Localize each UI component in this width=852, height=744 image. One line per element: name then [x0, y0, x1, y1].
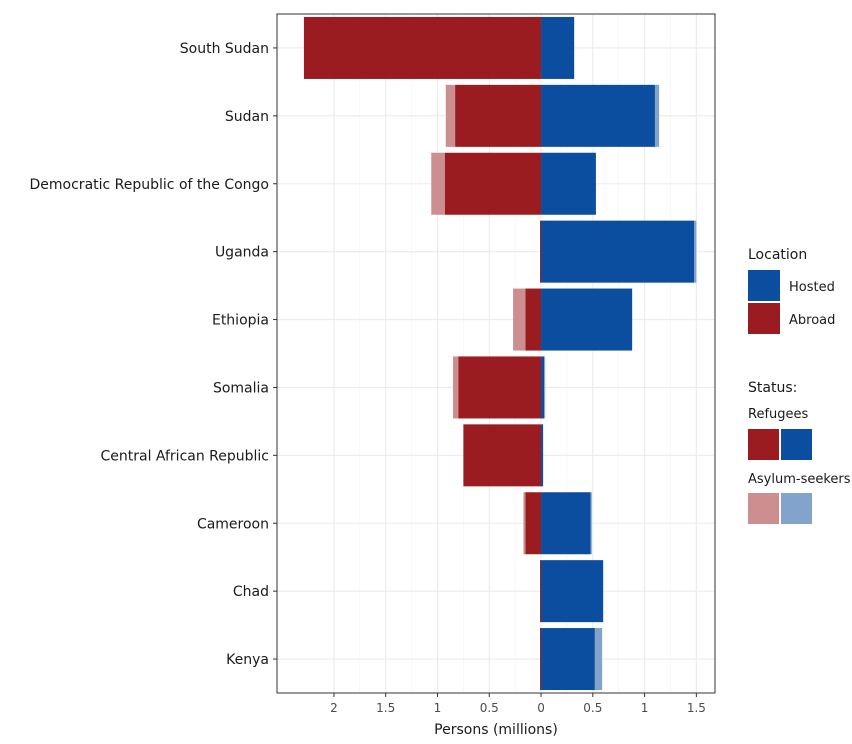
- y-tick-label: Uganda: [215, 245, 269, 261]
- y-tick-label: Somalia: [213, 380, 269, 396]
- x-tick-label: 1: [434, 701, 442, 715]
- bar-hosted-asylum-seekers: [594, 628, 603, 691]
- bar-abroad-refugees: [444, 152, 542, 215]
- bar-hosted-refugees: [541, 492, 591, 555]
- x-tick-label: 0.5: [480, 701, 499, 715]
- y-tick-label: Sudan: [225, 109, 269, 125]
- x-tick-label: 0.5: [583, 701, 602, 715]
- bar-abroad-asylum-seekers: [513, 288, 526, 351]
- bar-abroad-asylum-seekers: [445, 84, 456, 147]
- bar-hosted-refugees: [541, 84, 655, 147]
- legend-key-asylum-abroad: [748, 493, 779, 524]
- bar-hosted-refugees: [541, 16, 575, 79]
- bars: [303, 16, 697, 691]
- x-axis-title: Persons (millions): [434, 722, 558, 738]
- legend-key-hosted: [748, 270, 780, 301]
- bar-hosted-asylum-seekers: [590, 492, 592, 555]
- bar-hosted-refugees: [541, 356, 545, 419]
- bar-abroad-refugees: [540, 628, 542, 691]
- bar-abroad-asylum-seekers: [431, 152, 445, 215]
- y-tick-label: Kenya: [226, 652, 269, 668]
- x-axis: 2 1.5 1 0.5 0 0.5 1 1.5: [330, 693, 706, 715]
- x-tick-label: 1.5: [376, 701, 395, 715]
- y-tick-label: Ethiopia: [212, 313, 269, 329]
- bar-hosted-asylum-seekers: [544, 356, 546, 419]
- legend-key-refugees-hosted: [781, 429, 812, 460]
- bar-hosted-refugees: [541, 560, 604, 623]
- bar-hosted-asylum-seekers: [694, 220, 697, 283]
- bar-hosted-refugees: [541, 424, 544, 487]
- y-tick-label: Central African Republic: [100, 448, 269, 464]
- y-axis: South Sudan Sudan Democratic Republic of t…: [30, 41, 277, 668]
- plot-border: [276, 13, 716, 694]
- y-tick-label: Democratic Republic of the Congo: [30, 177, 269, 193]
- x-tick-label: 1.5: [687, 701, 706, 715]
- x-tick-label: 2: [330, 701, 338, 715]
- bar-abroad-refugees: [525, 492, 542, 555]
- y-tick-label: South Sudan: [180, 41, 269, 57]
- y-tick-label: Chad: [233, 584, 269, 600]
- y-tick-label: Cameroon: [197, 516, 269, 532]
- bar-hosted-refugees: [541, 288, 633, 351]
- bar-abroad-refugees: [540, 220, 542, 283]
- bar-abroad-asylum-seekers: [523, 492, 526, 555]
- legend-key-abroad: [748, 303, 780, 334]
- bar-hosted-asylum-seekers: [654, 84, 660, 147]
- legend-label-abroad: Abroad: [789, 313, 835, 328]
- bar-abroad-asylum-seekers: [453, 356, 459, 419]
- legend-status-title: Status:: [748, 380, 797, 396]
- bar-abroad-refugees: [463, 424, 542, 487]
- legend-key-asylum-hosted: [781, 493, 812, 524]
- bar-abroad-refugees: [303, 16, 542, 79]
- x-tick-label: 0: [537, 701, 545, 715]
- bar-abroad-refugees: [525, 288, 542, 351]
- legend-location-title: Location: [748, 247, 807, 263]
- legend-key-refugees-abroad: [748, 429, 779, 460]
- bar-abroad-refugees: [455, 84, 542, 147]
- legend-label-hosted: Hosted: [789, 280, 835, 295]
- legend: Location Hosted Abroad Status: Refugees …: [748, 247, 851, 524]
- bar-abroad-refugees: [458, 356, 542, 419]
- x-tick-label: 1: [641, 701, 649, 715]
- bar-abroad-refugees: [540, 560, 542, 623]
- bar-hosted-refugees: [541, 628, 595, 691]
- bar-hosted-refugees: [541, 220, 695, 283]
- bar-hosted-refugees: [541, 152, 596, 215]
- legend-label-asylum-seekers: Asylum-seekers: [748, 472, 851, 487]
- legend-label-refugees: Refugees: [748, 407, 809, 422]
